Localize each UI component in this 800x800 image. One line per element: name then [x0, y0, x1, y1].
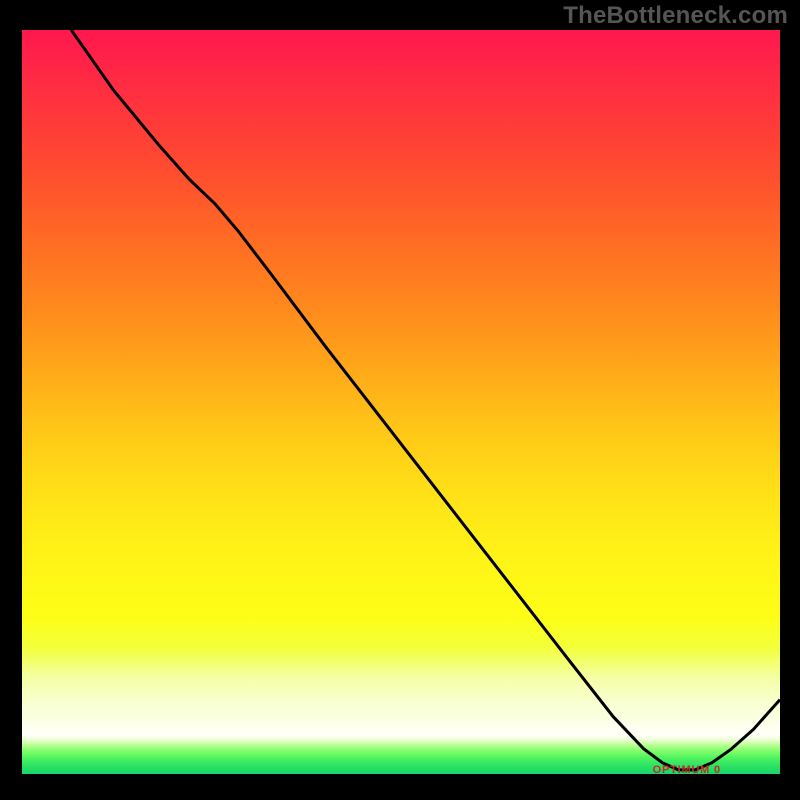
chart-curve — [22, 30, 780, 774]
watermark-text: TheBottleneck.com — [563, 2, 788, 30]
chart-plot-area: OPTIMUM 0 — [22, 30, 780, 774]
baseline-annotation: OPTIMUM 0 — [653, 764, 721, 774]
